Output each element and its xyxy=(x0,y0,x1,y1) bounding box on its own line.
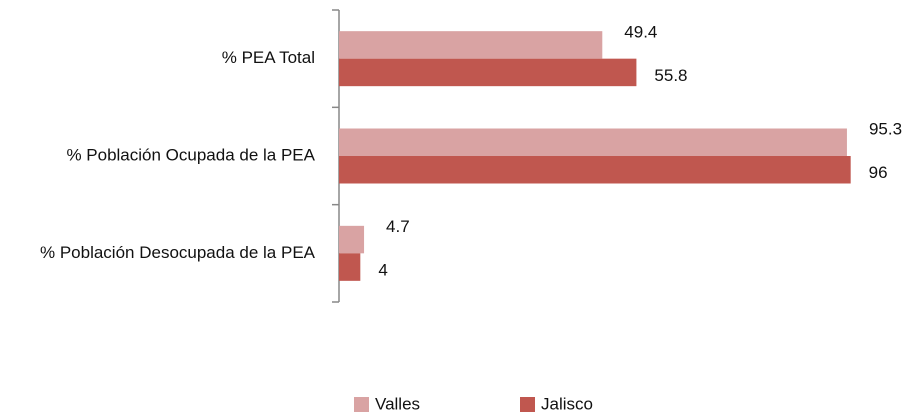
bar xyxy=(339,156,851,184)
value-label: 4 xyxy=(378,261,387,280)
bar xyxy=(339,31,603,59)
bar xyxy=(339,58,637,87)
bar xyxy=(339,253,361,281)
value-label: 96 xyxy=(869,163,888,182)
legend-swatch xyxy=(354,397,369,412)
y-tick-label: % Población Desocupada de la PEA xyxy=(40,243,316,262)
legend-label: Jalisco xyxy=(541,394,593,413)
y-tick-label: % Población Ocupada de la PEA xyxy=(66,145,315,164)
value-label: 4.7 xyxy=(386,217,410,236)
legend-swatch xyxy=(520,397,535,412)
legend-label: Valles xyxy=(375,394,420,413)
value-label: 49.4 xyxy=(624,22,657,41)
bar xyxy=(339,128,847,156)
y-tick-label: % PEA Total xyxy=(222,48,315,67)
bar xyxy=(339,225,365,254)
value-label: 55.8 xyxy=(654,66,687,85)
value-label: 95.3 xyxy=(869,120,902,139)
